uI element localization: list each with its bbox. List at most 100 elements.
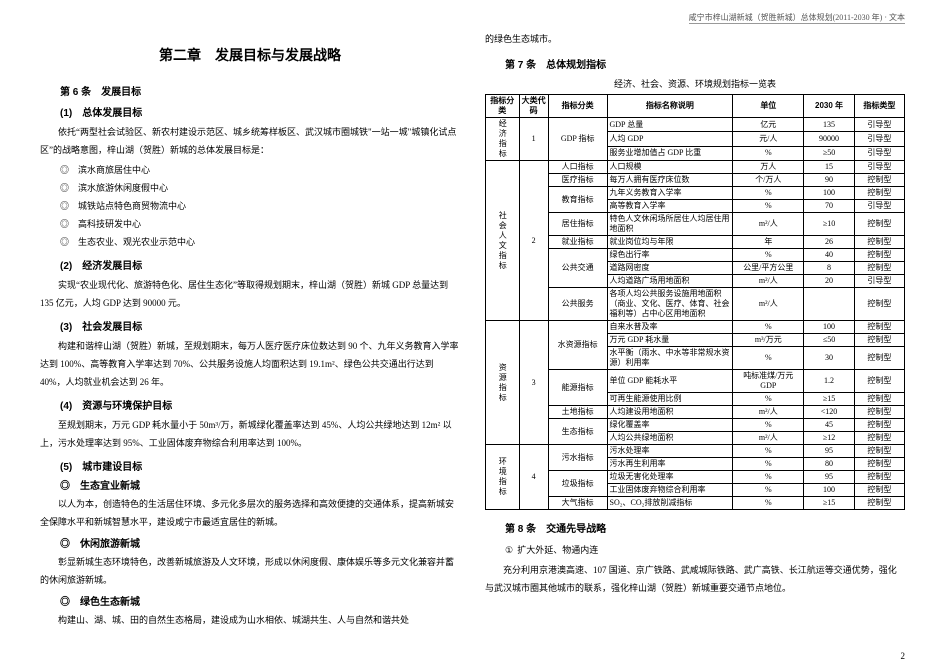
group-cell: 经济指标 <box>486 118 520 161</box>
table-row: 能源指标单位 GDP 能耗水平吨标准煤/万元 GDP1.2控制型 <box>486 370 905 393</box>
name-cell: 服务业增加值占 GDP 比重 <box>607 146 733 160</box>
category-cell: 垃圾指标 <box>548 471 607 497</box>
unit-cell: % <box>733 471 804 484</box>
article-8-bullet: ① 扩大外延、物通内连 <box>505 541 905 559</box>
bullet-text: 高科技研发中心 <box>78 219 141 229</box>
unit-cell: m²/人 <box>733 432 804 445</box>
name-cell: GDP 总量 <box>607 118 733 132</box>
value-cell: 8 <box>804 262 854 275</box>
value-cell: 90000 <box>804 132 854 146</box>
left-column: 第二章 发展目标与发展战略 第 6 条 发展目标 (1) 总体发展目标 依托“两… <box>40 30 460 649</box>
code-cell: 2 <box>519 161 548 321</box>
unit-cell: 元/人 <box>733 132 804 146</box>
item-1-heading: (1) 总体发展目标 <box>60 104 460 119</box>
value-cell: 20 <box>804 275 854 288</box>
bullet-text: 滨水旅游休闲度假中心 <box>78 183 168 193</box>
bullet-item: ◎ 生态农业、观光农业示范中心 <box>60 233 460 251</box>
table-row: 社会人文指标2人口指标人口规模万人15引导型 <box>486 161 905 174</box>
table-row: 生态指标绿化覆盖率%45控制型 <box>486 419 905 432</box>
name-cell: 自来水普及率 <box>607 321 733 334</box>
type-cell: 控制型 <box>854 432 904 445</box>
table-header-cell: 单位 <box>733 95 804 118</box>
sub-2-heading: ◎ 休闲旅游新城 <box>60 535 460 550</box>
article-8-bullet-label: 扩大外延、物通内连 <box>517 545 598 555</box>
bullet-mark-icon: ◎ <box>60 219 78 229</box>
name-cell: 垃圾无害化处理率 <box>607 471 733 484</box>
header-right-text: 咸宁市梓山湖新城（贺胜新城）总体规划(2011-2030 年) · 文本 <box>689 13 905 24</box>
table-header-cell: 大类代码 <box>519 95 548 118</box>
name-cell: 工业固体废弃物综合利用率 <box>607 484 733 497</box>
item-4-heading: (4) 资源与环境保护目标 <box>60 397 460 412</box>
bullet-list: ◎ 滨水商旅居住中心◎ 滨水旅游休闲度假中心◎ 城铁站点特色商贸物流中心◎ 高科… <box>40 161 460 251</box>
category-cell: 教育指标 <box>548 187 607 213</box>
type-cell: 控制型 <box>854 419 904 432</box>
unit-cell: 个/万人 <box>733 174 804 187</box>
code-cell: 4 <box>519 445 548 510</box>
bullet-item: ◎ 滨水旅游休闲度假中心 <box>60 179 460 197</box>
table-row: 居住指标特色人文休闲场所居住人均居住用地面积m²/人≥10控制型 <box>486 213 905 236</box>
sub-2-body: 彰显新城生态环境特色，改善新城旅游及人文环境，形成以休闲度假、康体娱乐等多元文化… <box>40 553 460 589</box>
value-cell <box>804 288 854 321</box>
unit-cell: 亿元 <box>733 118 804 132</box>
type-cell: 引导型 <box>854 200 904 213</box>
value-cell: 1.2 <box>804 370 854 393</box>
chapter-title: 第二章 发展目标与发展战略 <box>40 45 460 65</box>
table-row: 就业指标就业岗位均与年限年26控制型 <box>486 236 905 249</box>
name-cell: 人均建设用地面积 <box>607 406 733 419</box>
unit-cell: % <box>733 146 804 160</box>
unit-cell: % <box>733 187 804 200</box>
continuation-text: 的绿色生态城市。 <box>485 30 905 48</box>
category-cell: 公共交通 <box>548 249 607 288</box>
article-8-heading: 第 8 条 交通先导战略 <box>505 520 905 535</box>
table-row: 公共交通绿色出行率%40控制型 <box>486 249 905 262</box>
item-1-body: 依托“两型社会试验区、新农村建设示范区、城乡统筹样板区、武汉城市圈城铁"一站一城… <box>40 123 460 159</box>
category-cell: 公共服务 <box>548 288 607 321</box>
page-number: 2 <box>901 651 906 661</box>
category-cell: GDP 指标 <box>548 118 607 161</box>
type-cell: 控制型 <box>854 406 904 419</box>
name-cell: 人口规模 <box>607 161 733 174</box>
bullet-mark-icon: ◎ <box>60 165 78 175</box>
value-cell: ≤50 <box>804 334 854 347</box>
table-row: 环境指标4污水指标污水处理率%95控制型 <box>486 445 905 458</box>
type-cell: 控制型 <box>854 236 904 249</box>
unit-cell: % <box>733 200 804 213</box>
name-cell: 万元 GDP 耗水量 <box>607 334 733 347</box>
group-cell: 资源指标 <box>486 321 520 445</box>
value-cell: 135 <box>804 118 854 132</box>
name-cell: 各项人均公共服务设施用地面积（商业、文化、医疗、体育、社会福利等）占中心区用地面… <box>607 288 733 321</box>
bullet-mark-icon: ◎ <box>60 201 78 211</box>
item-5-heading: (5) 城市建设目标 <box>60 458 460 473</box>
category-cell: 居住指标 <box>548 213 607 236</box>
table-row: 大气指标SO₂、CO₂排放削减指标%≥15控制型 <box>486 497 905 510</box>
table-title: 经济、社会、资源、环境规划指标一览表 <box>485 77 905 90</box>
category-cell: 生态指标 <box>548 419 607 445</box>
unit-cell: m²/人 <box>733 288 804 321</box>
category-cell: 土地指标 <box>548 406 607 419</box>
type-cell: 控制型 <box>854 262 904 275</box>
indicator-table: 指标分类大类代码指标分类指标名称说明单位2030 年指标类型经济指标1GDP 指… <box>485 94 905 510</box>
value-cell: 70 <box>804 200 854 213</box>
name-cell: 人均道路广场用地面积 <box>607 275 733 288</box>
sub-3-body: 构建山、湖、城、田的自然生态格局，建设成为山水相依、城湖共生、人与自然和谐共处 <box>40 611 460 629</box>
type-cell: 控制型 <box>854 334 904 347</box>
type-cell: 引导型 <box>854 161 904 174</box>
unit-cell: % <box>733 458 804 471</box>
table-row: 土地指标人均建设用地面积m²/人<120控制型 <box>486 406 905 419</box>
value-cell: ≥15 <box>804 497 854 510</box>
type-cell: 控制型 <box>854 249 904 262</box>
type-cell: 引导型 <box>854 275 904 288</box>
article-8-body: 充分利用京港澳高速、107 国道、京广铁路、武咸城际铁路、武广高铁、长江航运等交… <box>485 561 905 597</box>
bullet-mark-icon: ◎ <box>60 237 78 247</box>
value-cell: 45 <box>804 419 854 432</box>
value-cell: ≥12 <box>804 432 854 445</box>
type-cell: 控制型 <box>854 213 904 236</box>
bullet-item: ◎ 高科技研发中心 <box>60 215 460 233</box>
group-cell: 环境指标 <box>486 445 520 510</box>
table-header-cell: 指标分类 <box>486 95 520 118</box>
unit-cell: % <box>733 445 804 458</box>
name-cell: 污水处理率 <box>607 445 733 458</box>
table-header-cell: 指标类型 <box>854 95 904 118</box>
table-header-cell: 2030 年 <box>804 95 854 118</box>
item-2-heading: (2) 经济发展目标 <box>60 257 460 272</box>
